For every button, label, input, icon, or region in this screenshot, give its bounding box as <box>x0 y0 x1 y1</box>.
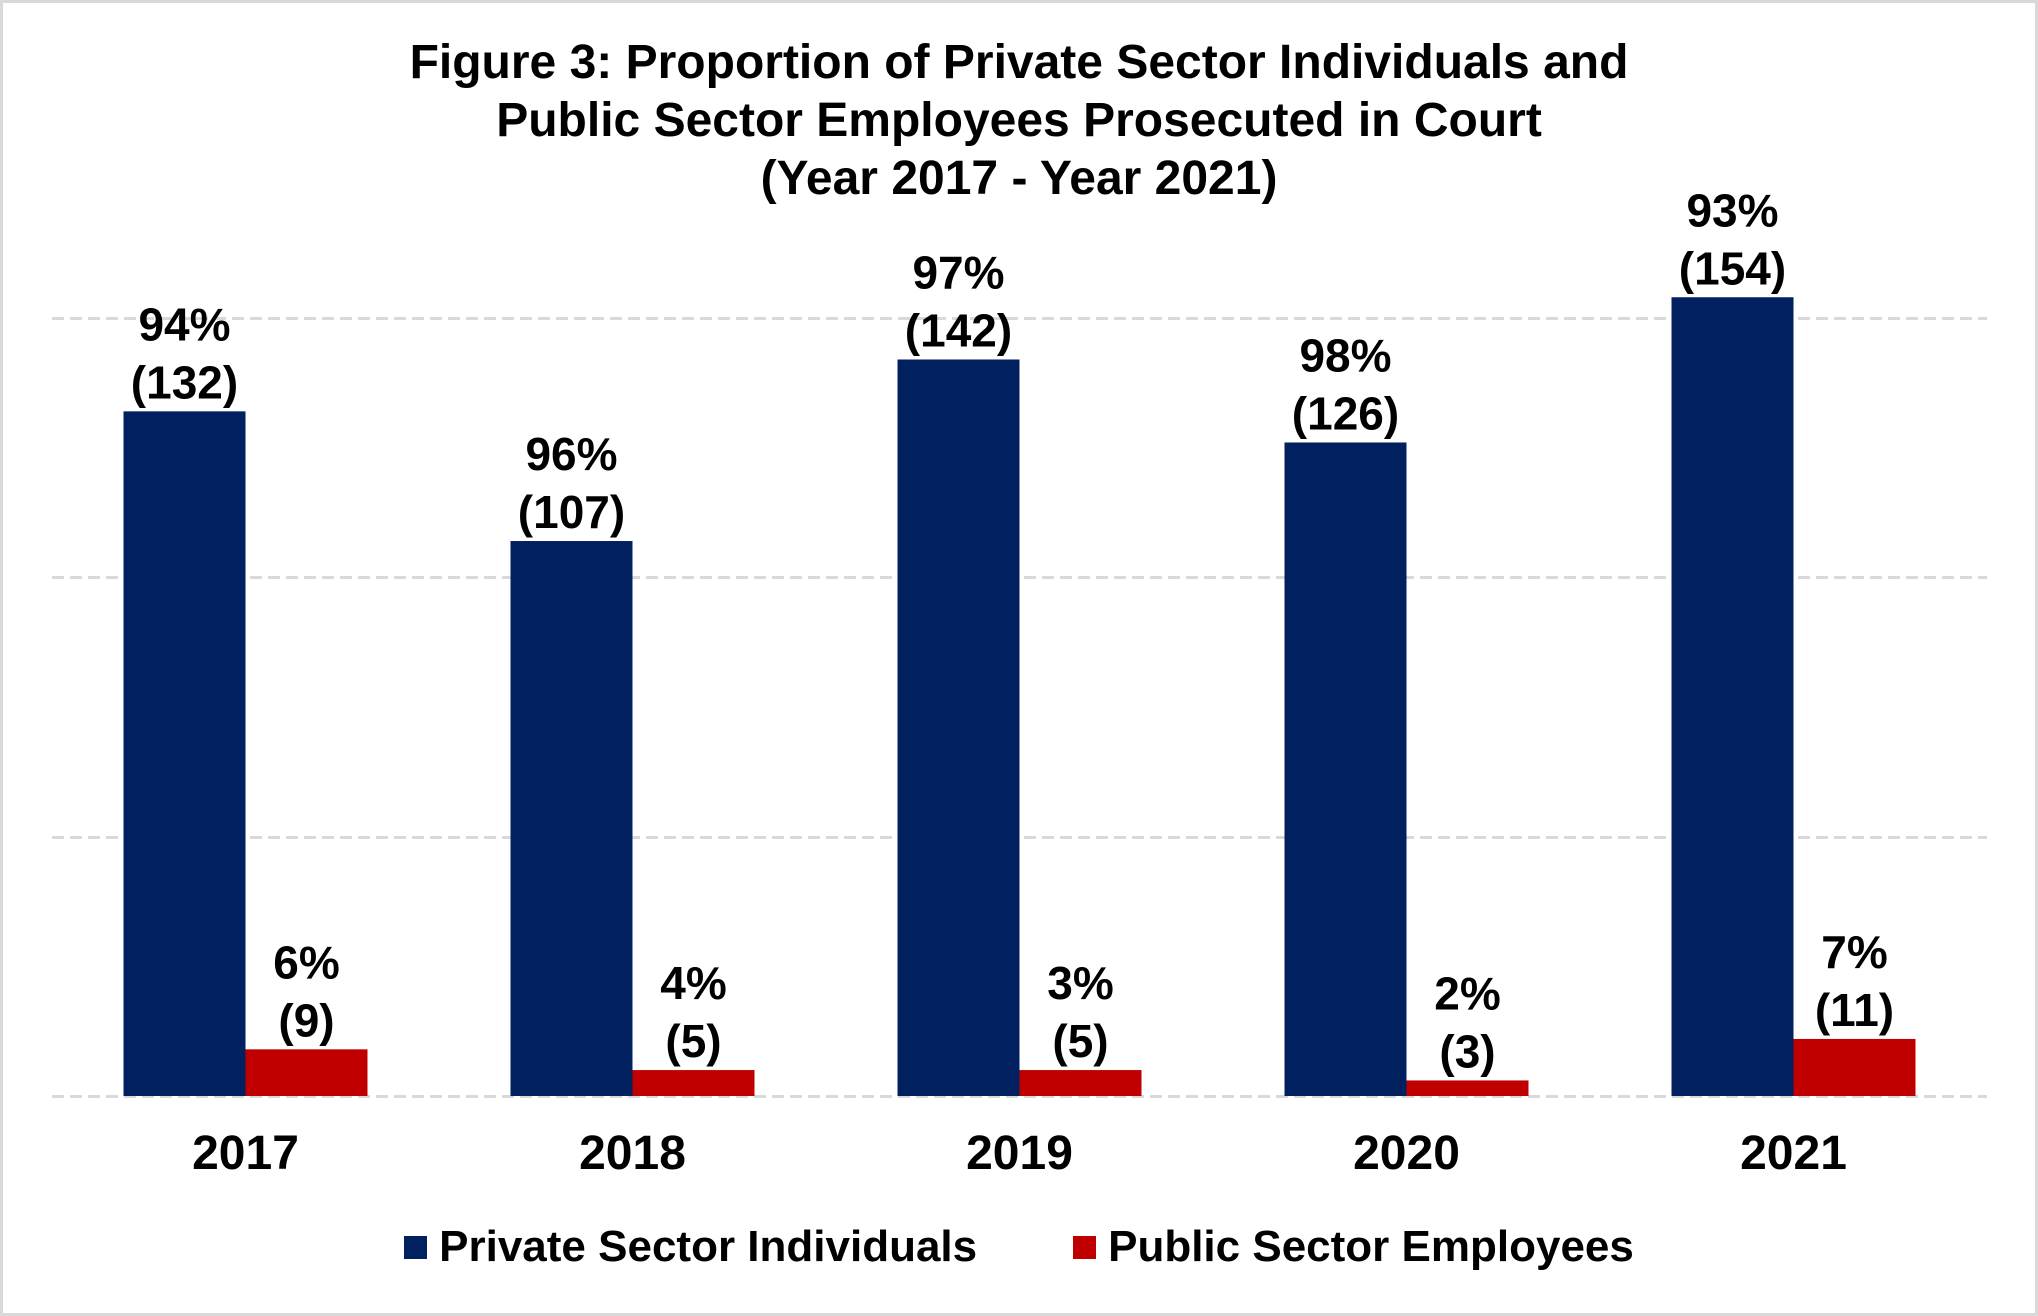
x-tick-label-2017: 2017 <box>192 1127 299 1180</box>
data-label-count-public-2017: (9) <box>278 994 334 1046</box>
data-label-count-public-2021: (11) <box>1815 984 1894 1036</box>
data-labels: 94% (132) 6% (9) 96% (107) 4% (5) 97% (142) 3% (5) 9… <box>131 184 1894 1077</box>
data-label-count-private-2021: (154) <box>1679 242 1786 294</box>
legend-label-private: Private Sector Individuals <box>439 1222 978 1271</box>
data-label-percent-private-2018: 96% <box>525 428 617 480</box>
bars <box>123 297 1916 1097</box>
x-tick-label-2019: 2019 <box>966 1127 1073 1180</box>
x-tick-label-2018: 2018 <box>579 1127 686 1180</box>
legend-label-public: Public Sector Employees <box>1108 1222 1634 1271</box>
data-label-count-public-2020: (3) <box>1439 1025 1495 1077</box>
legend-swatch-private <box>404 1235 428 1259</box>
gridlines <box>52 317 1987 1098</box>
bar-private-2019 <box>897 359 1020 1096</box>
x-axis-tick-labels: 2017 2018 2019 2020 2021 <box>192 1127 1847 1180</box>
data-label-percent-public-2020: 2% <box>1434 967 1500 1019</box>
legend-swatch-public <box>1073 1235 1097 1259</box>
bar-private-2021 <box>1671 297 1794 1097</box>
data-label-count-private-2018: (107) <box>518 486 625 538</box>
x-tick-label-2021: 2021 <box>1740 1127 1847 1180</box>
data-label-percent-private-2021: 93% <box>1686 184 1778 236</box>
data-label-percent-public-2017: 6% <box>273 936 339 988</box>
data-label-count-private-2017: (132) <box>131 356 238 408</box>
data-label-percent-public-2021: 7% <box>1821 926 1887 978</box>
bar-private-2020 <box>1284 442 1407 1097</box>
chart-title-line-3: (Year 2017 - Year 2021) <box>760 152 1278 205</box>
x-tick-label-2020: 2020 <box>1353 1127 1460 1180</box>
data-label-percent-private-2020: 98% <box>1299 329 1391 381</box>
bar-private-2018 <box>510 541 633 1096</box>
data-label-percent-public-2018: 4% <box>660 957 726 1009</box>
data-label-count-private-2019: (142) <box>905 304 1012 356</box>
bar-public-2021 <box>1793 1038 1916 1096</box>
data-label-percent-private-2019: 97% <box>912 246 1004 298</box>
data-label-count-private-2020: (126) <box>1292 387 1399 439</box>
bar-public-2020 <box>1406 1080 1529 1096</box>
data-label-percent-public-2019: 3% <box>1047 957 1113 1009</box>
bar-public-2017 <box>245 1049 368 1096</box>
data-label-percent-private-2017: 94% <box>138 298 230 350</box>
legend: Private Sector Individuals Public Sector… <box>0 1222 2038 1272</box>
chart-title: Figure 3: Proportion of Private Sector I… <box>0 34 2038 208</box>
bar-public-2019 <box>1019 1070 1142 1096</box>
bar-private-2017 <box>123 411 246 1096</box>
legend-item-public[interactable]: Public Sector Employees <box>1073 1222 1634 1272</box>
data-label-count-public-2018: (5) <box>665 1015 721 1067</box>
legend-item-private[interactable]: Private Sector Individuals <box>404 1222 977 1272</box>
bar-public-2018 <box>632 1070 755 1096</box>
chart-title-line-2: Public Sector Employees Prosecuted in Co… <box>496 94 1542 147</box>
data-label-count-public-2019: (5) <box>1052 1015 1108 1067</box>
chart-title-line-1: Figure 3: Proportion of Private Sector I… <box>409 36 1629 89</box>
